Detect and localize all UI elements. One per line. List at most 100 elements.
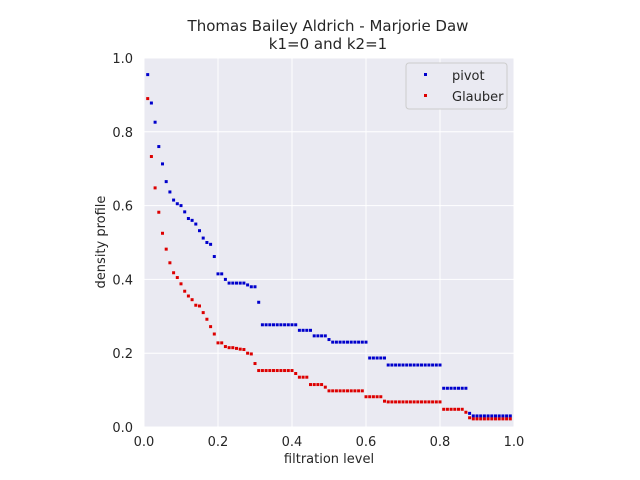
data-point [449,386,453,390]
data-point [327,389,331,393]
data-point [423,363,427,367]
data-point [368,356,372,360]
data-point [186,217,190,221]
data-point [146,73,150,77]
data-point [223,277,227,281]
data-point [457,407,460,411]
data-point [368,395,372,399]
data-point [268,323,272,327]
data-point [242,348,246,352]
data-point [364,340,368,344]
data-point [190,298,194,302]
data-point [164,180,168,184]
x-tick-label: 0.0 [134,435,155,450]
y-tick-labels: 0.0 0.2 0.4 0.6 0.8 1.0 [112,52,133,436]
legend: pivot Glauber [405,62,508,110]
data-point [264,369,268,373]
data-point [194,303,198,307]
data-point [260,323,264,327]
x-tick-label: 1.0 [504,435,525,450]
data-point [460,386,464,390]
data-point [316,334,320,338]
data-point [471,414,475,418]
data-point [179,282,183,286]
x-tick-label: 0.8 [430,435,451,450]
data-point [386,400,390,404]
data-point [164,247,168,251]
data-point [149,101,153,105]
data-point [346,389,349,393]
x-tick-labels: 0.0 0.2 0.4 0.6 0.8 1.0 [134,435,525,450]
data-point [490,417,494,421]
y-tick-label: 0.6 [112,200,133,215]
y-tick-label: 0.0 [112,421,133,436]
data-points [146,73,512,421]
data-point [508,414,512,418]
data-point [401,363,405,367]
data-point [249,352,253,356]
data-point [179,204,183,208]
data-point [161,162,164,166]
data-point [464,410,468,414]
data-point [331,389,335,393]
data-point [201,311,205,315]
data-point [431,363,435,367]
data-point [401,400,405,404]
data-point [445,386,449,390]
data-point [175,202,179,206]
data-point [257,300,261,304]
data-point [420,363,423,367]
data-point [482,414,486,418]
data-point [438,400,442,404]
data-point [405,400,409,404]
y-axis-label: density profile [94,196,109,289]
data-point [227,281,231,285]
data-point [246,283,250,287]
data-point [457,386,460,390]
data-point [305,328,309,332]
data-point [183,210,187,214]
data-point [231,281,235,285]
data-point [216,341,220,345]
data-point [297,328,301,332]
data-point [305,375,309,379]
legend-label-pivot: pivot [452,69,485,84]
data-point [449,407,453,411]
data-point [490,414,494,418]
data-point [342,389,346,393]
data-point [323,385,327,389]
data-point [434,400,438,404]
data-point [494,414,497,418]
data-point [438,363,442,367]
data-point [360,340,364,344]
data-point [253,285,257,289]
data-point [508,417,512,421]
data-point [482,417,486,421]
data-point [497,414,501,418]
data-point [198,229,201,233]
data-point [279,369,283,373]
data-point [183,289,187,293]
data-point [309,328,312,332]
data-point [364,395,368,399]
data-point [390,363,394,367]
data-point [445,407,449,411]
data-point [431,400,435,404]
data-point [468,416,472,420]
data-point [175,276,179,280]
data-point [161,231,164,235]
data-point [420,400,423,404]
data-point [272,369,275,373]
data-point [453,386,457,390]
data-point [453,407,457,411]
data-point [320,334,324,338]
data-point [394,363,398,367]
data-point [246,351,250,355]
data-point [235,281,238,285]
x-axis-label: filtration level [284,452,374,467]
data-point [316,383,320,387]
data-point [323,334,327,338]
data-point [186,294,190,298]
data-point [464,386,468,390]
